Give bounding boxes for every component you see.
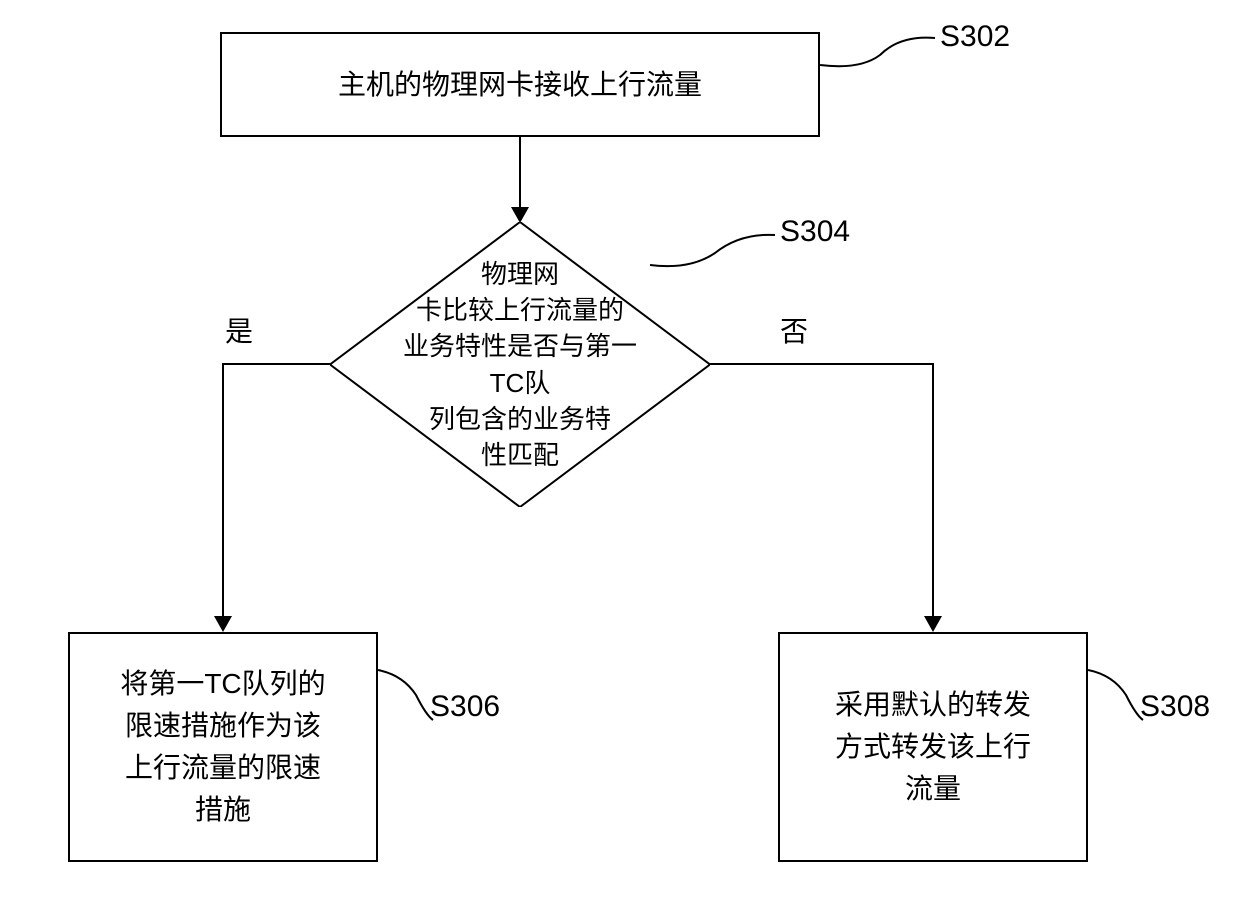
callout-s304 xyxy=(650,215,790,275)
label-s308: S308 xyxy=(1140,690,1210,724)
arrowhead-s304-s308 xyxy=(924,616,942,632)
edge-label-yes: 是 xyxy=(225,310,253,350)
arrow-s304-s306-v xyxy=(222,363,224,618)
process-s306-text: 将第一TC队列的 限速措施作为该 上行流量的限速 措施 xyxy=(120,663,325,831)
decision-s304-text-content: 物理网 卡比较上行流量的 业务特性是否与第一TC队 列包含的业务特 性匹配 xyxy=(403,258,637,470)
label-s302: S302 xyxy=(940,20,1010,54)
flowchart-container: 主机的物理网卡接收上行流量 S302 物理网 卡比较上行流量的 业务特性是否与第… xyxy=(0,0,1239,915)
label-s306: S306 xyxy=(430,690,500,724)
arrow-s304-s308-h xyxy=(710,363,932,365)
process-s308: 采用默认的转发 方式转发该上行 流量 xyxy=(778,632,1088,862)
process-s306: 将第一TC队列的 限速措施作为该 上行流量的限速 措施 xyxy=(68,632,378,862)
decision-s304-text: 物理网 卡比较上行流量的 业务特性是否与第一TC队 列包含的业务特 性匹配 xyxy=(330,255,710,473)
arrow-s302-s304 xyxy=(519,137,521,212)
edge-label-no: 否 xyxy=(780,310,808,350)
arrowhead-s302-s304 xyxy=(511,207,529,223)
process-s302: 主机的物理网卡接收上行流量 xyxy=(220,32,820,137)
arrowhead-s304-s306 xyxy=(214,616,232,632)
arrow-s304-s306-h xyxy=(222,363,330,365)
process-s308-text: 采用默认的转发 方式转发该上行 流量 xyxy=(835,684,1031,810)
process-s302-text: 主机的物理网卡接收上行流量 xyxy=(338,64,702,106)
label-s304: S304 xyxy=(780,215,850,249)
callout-s302 xyxy=(820,20,950,75)
arrow-s304-s308-v xyxy=(932,363,934,618)
